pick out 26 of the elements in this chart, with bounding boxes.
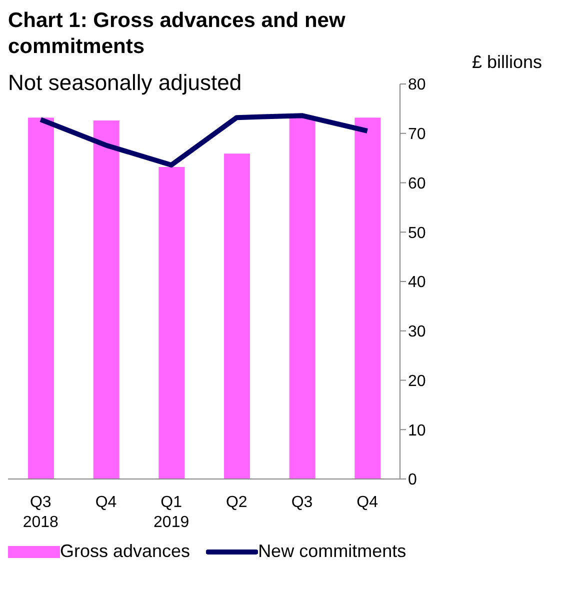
legend-label: New commitments xyxy=(258,541,406,562)
y-tick-label: 70 xyxy=(408,126,426,144)
y-tick-label: 40 xyxy=(408,274,426,292)
chart-subtitle: Not seasonally adjusted xyxy=(8,70,242,96)
y-tick-label: 50 xyxy=(408,224,426,242)
chart-title: Chart 1: Gross advances and new commitments xyxy=(8,8,346,60)
bar xyxy=(28,118,54,479)
legend-label: Gross advances xyxy=(60,541,190,562)
bar xyxy=(224,154,250,479)
bar xyxy=(93,120,120,479)
x-tick-label: Q3 2018 xyxy=(22,494,59,531)
x-tick-label: Q4 xyxy=(95,494,117,511)
y-tick-label: 20 xyxy=(408,372,426,390)
x-tick-label: Q2 xyxy=(226,494,248,511)
bar xyxy=(354,118,381,479)
y-tick-label: 30 xyxy=(408,324,426,341)
y-axis-title: £ billions xyxy=(472,52,542,73)
y-tick-label: 0 xyxy=(408,472,417,489)
y-tick-label: 60 xyxy=(408,175,426,192)
bar xyxy=(158,166,185,479)
x-tick-label: Q1 2019 xyxy=(154,494,190,531)
bar xyxy=(289,116,316,479)
y-tick-label: 80 xyxy=(408,76,426,94)
y-tick-label: 10 xyxy=(408,422,426,440)
x-tick-label: Q4 xyxy=(356,494,378,511)
x-tick-label: Q3 xyxy=(291,494,313,511)
